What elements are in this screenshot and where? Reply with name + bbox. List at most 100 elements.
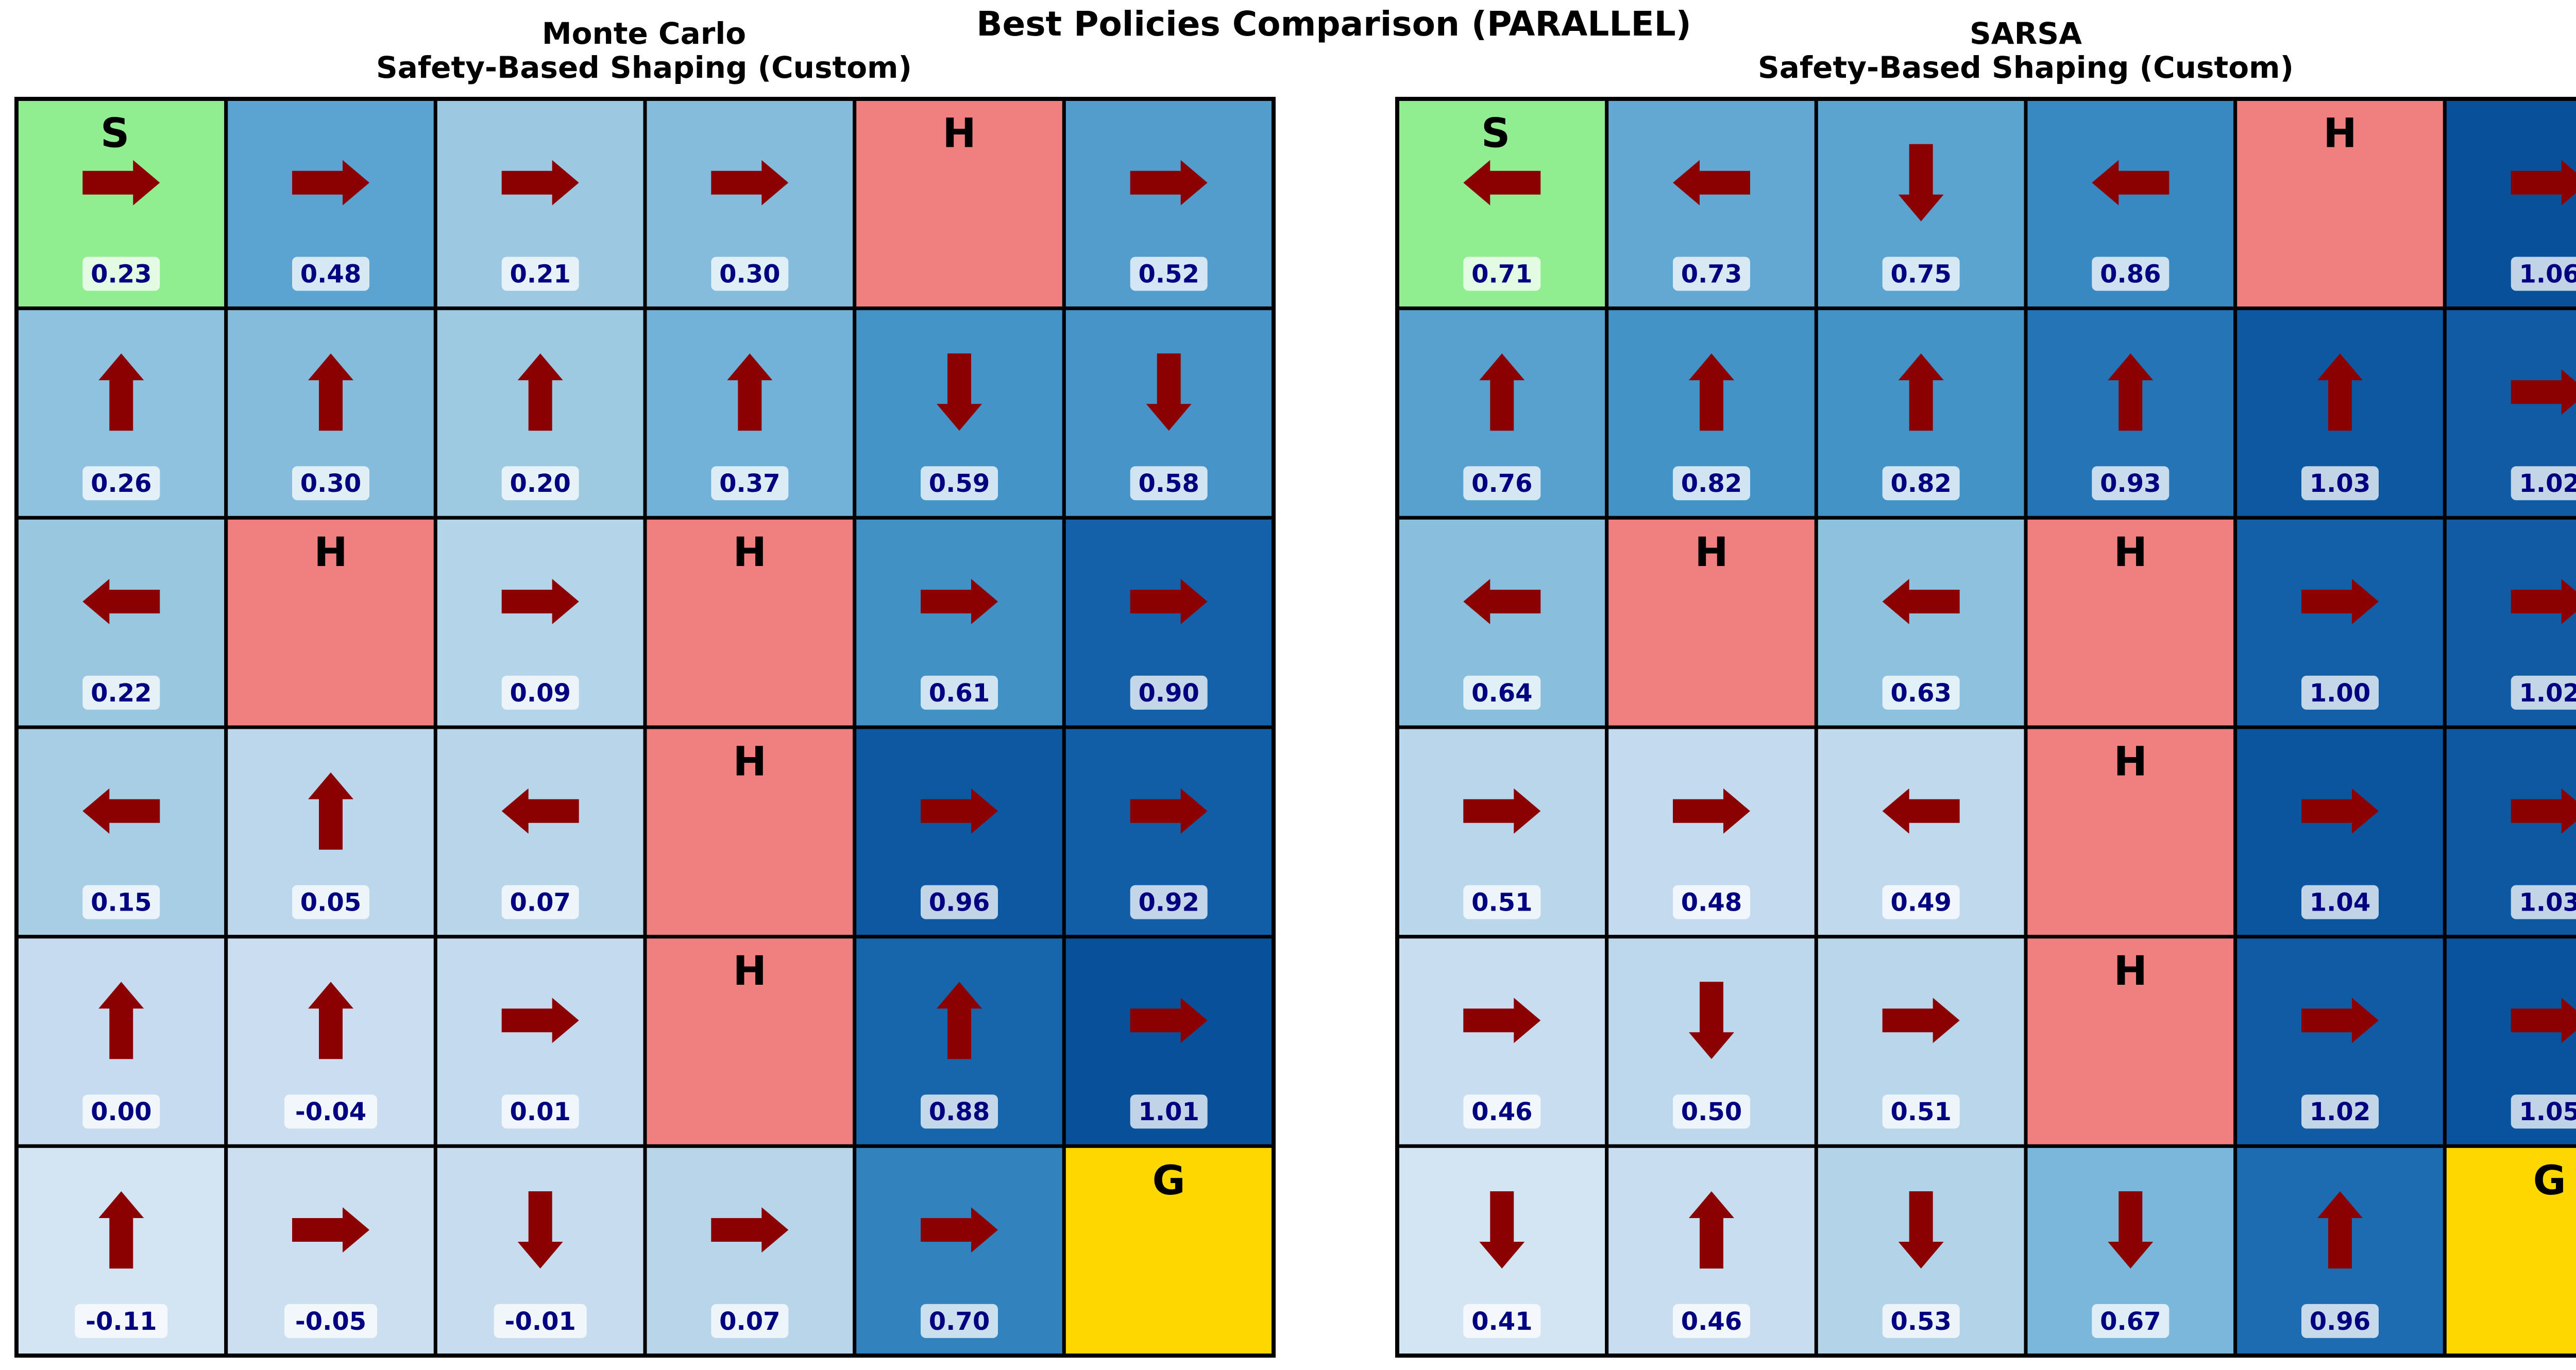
value-label-box (501, 466, 579, 501)
value-label-box (2301, 1304, 2379, 1338)
policy-arrow-down (517, 1191, 563, 1269)
value-label-box (1130, 885, 1208, 919)
state-value-label: 0.30 (300, 469, 361, 498)
cell-background (1605, 516, 1818, 729)
grid-cell: 0.51 (1814, 935, 2028, 1148)
grid-cell: 0.73 (1605, 97, 1818, 311)
panel-title-line-2: Safety-Based Shaping (Custom) (376, 50, 912, 85)
monte-carlo-grid: S 0.23 0.48 0.21 0.30 H 0.52 0.26 0.30 0.20 0.37 0.… (14, 97, 1276, 1358)
value-label-box (711, 466, 789, 501)
policy-arrow-up (98, 982, 144, 1059)
grid-cell: H (2024, 725, 2238, 939)
value-label-box (921, 675, 998, 710)
grid-cell: 1.04 (2233, 725, 2447, 939)
state-value-label: 0.86 (2100, 260, 2161, 289)
policy-arrow-left (1463, 160, 1541, 206)
grid-cell: 0.76 (1395, 306, 1609, 520)
state-value-label: 0.22 (91, 679, 151, 708)
value-label-box (2092, 256, 2170, 291)
state-value-label: 1.04 (2310, 888, 2370, 917)
grid-frame (1395, 97, 2576, 1358)
grid-cell: 0.64 (1395, 516, 1609, 729)
value-label-box (2301, 885, 2379, 919)
cell-background (853, 97, 1066, 311)
value-label-box (501, 675, 579, 710)
policy-arrow-up (2317, 1191, 2363, 1269)
policy-arrow-up (517, 353, 563, 431)
cell-background (643, 725, 857, 939)
policy-arrow-left (1882, 788, 1960, 834)
policy-arrow-up (937, 982, 982, 1059)
value-label-box (1882, 885, 1960, 919)
policy-arrow-right (2511, 579, 2576, 624)
grid-frame (14, 97, 1276, 1358)
grid-cell: 1.02 (2443, 306, 2576, 520)
cell-type-label: S (1481, 111, 1510, 157)
value-label-box (1882, 256, 1960, 291)
value-label-box (1882, 1094, 1960, 1129)
policy-arrow-left (82, 579, 160, 624)
grid-cell: 0.15 (14, 725, 228, 939)
grid-cell: H (1605, 516, 1818, 729)
grid-cell: 0.30 (224, 306, 437, 520)
state-value-label: 0.58 (1138, 469, 1199, 498)
state-value-label: 0.67 (2100, 1307, 2161, 1336)
grid-cell: 0.21 (433, 97, 647, 311)
grid-cell: 0.07 (643, 1144, 857, 1358)
state-value-label: 0.92 (1138, 888, 1199, 917)
grid-cell: 1.03 (2443, 725, 2576, 939)
state-value-label: 0.90 (1138, 679, 1199, 708)
sarsa-grid: S 0.71 0.73 0.75 0.86 H 1.06 0.76 0.82 0.82 0.93 1.… (1395, 97, 2576, 1358)
grid-cell: -0.11 (14, 1144, 228, 1358)
policy-arrow-left (501, 788, 579, 834)
cell-type-label: H (1694, 529, 1728, 576)
state-value-label: 0.75 (1890, 260, 1951, 289)
cell-type-label: G (1153, 1158, 1185, 1204)
state-value-label: 0.15 (91, 888, 151, 917)
grid-cell: -0.01 (433, 1144, 647, 1358)
grid-cell: H (224, 516, 437, 729)
state-value-label: 0.46 (1681, 1307, 1742, 1336)
state-value-label: 0.07 (510, 888, 570, 917)
policy-arrow-up (308, 982, 353, 1059)
state-value-label: 1.02 (2519, 679, 2576, 708)
grid-cell: S 0.71 (1395, 97, 1609, 311)
value-label-box (921, 466, 998, 501)
grid-cell: 1.02 (2443, 516, 2576, 729)
cell-background (1062, 1144, 1276, 1358)
grid-cell: S 0.23 (14, 97, 228, 311)
cell-type-label: H (733, 948, 767, 995)
grid-cell: H (643, 725, 857, 939)
state-value-label: 0.41 (1471, 1307, 1532, 1336)
sarsa-panel-title: SARSA Safety-Based Shaping (Custom) (1397, 16, 2576, 84)
policy-arrow-left (1882, 579, 1960, 624)
policy-arrow-right (921, 579, 998, 624)
cell-type-label: H (2323, 111, 2357, 157)
value-label-box (1130, 675, 1208, 710)
state-value-label: 0.20 (510, 469, 570, 498)
value-label-box (494, 1304, 587, 1338)
value-label-box (1130, 1094, 1208, 1129)
panel-title-line-1: Monte Carlo (541, 16, 747, 51)
state-value-label: 0.01 (510, 1098, 570, 1126)
value-label-box (2511, 256, 2576, 291)
state-value-label: 1.03 (2519, 888, 2576, 917)
grid-cell: 0.67 (2024, 1144, 2238, 1358)
grid-cell: 0.58 (1062, 306, 1276, 520)
cell-type-label: H (2114, 739, 2147, 785)
value-label-box (2301, 1094, 2379, 1129)
state-value-label: 0.52 (1138, 260, 1199, 289)
value-label-box (1673, 1094, 1750, 1129)
grid-cell: 1.03 (2233, 306, 2447, 520)
policy-arrow-down (937, 353, 982, 431)
policy-arrow-right (2511, 369, 2576, 415)
state-value-label: 0.73 (1681, 260, 1742, 289)
value-label-box (2301, 466, 2379, 501)
value-label-box (2511, 1094, 2576, 1129)
policy-arrow-left (82, 788, 160, 834)
policy-arrow-up (98, 353, 144, 431)
value-label-box (2092, 466, 2170, 501)
value-label-box (75, 1304, 168, 1338)
grid-cell: 0.75 (1814, 97, 2028, 311)
policy-arrow-right (501, 160, 579, 206)
